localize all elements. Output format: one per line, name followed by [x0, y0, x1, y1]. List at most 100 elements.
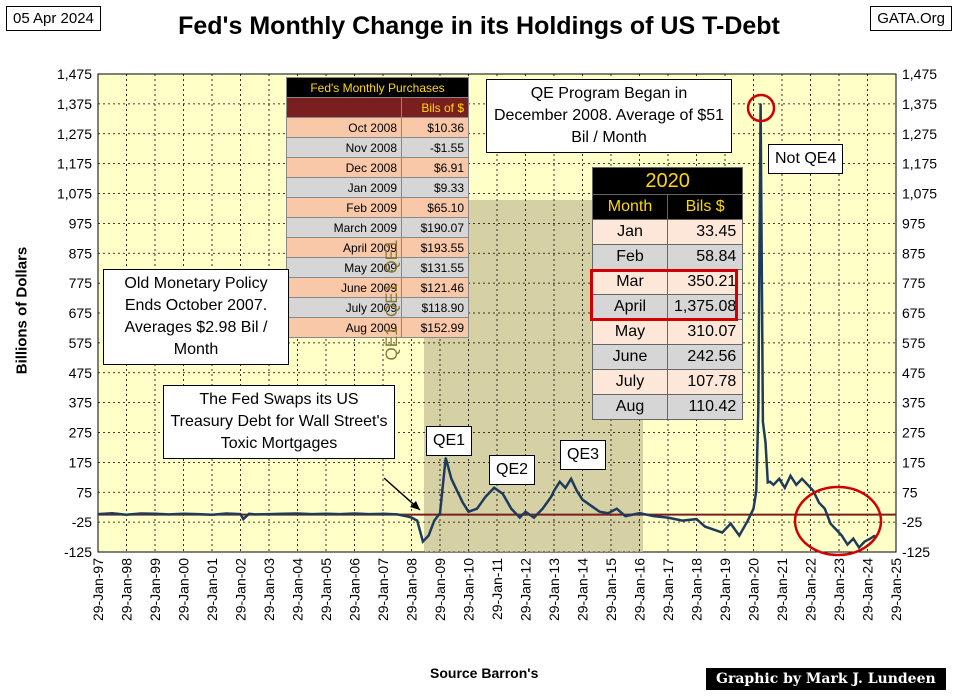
table-2020-month: Jan [592, 219, 668, 245]
x-tick-label: 29-Jan-16 [632, 558, 648, 621]
data-point [863, 540, 866, 543]
y-tick-label: 375 [902, 395, 926, 411]
date-label: 05 Apr 2024 [6, 6, 101, 31]
x-tick-label: 29-Jan-24 [860, 558, 876, 621]
fed-table-row: July 2009 $118.90 [286, 297, 469, 318]
data-point [125, 513, 128, 516]
data-point [681, 519, 684, 522]
note-qe2: QE2 [489, 455, 536, 485]
fed-table-row: Oct 2008 $10.36 [286, 117, 469, 138]
data-point [253, 513, 256, 516]
data-point [239, 513, 242, 515]
table-2020-month: Aug [592, 394, 668, 420]
fed-table-row: Aug 2009 $152.99 [286, 317, 469, 338]
x-tick-label: 29-Jan-00 [176, 558, 192, 621]
table-2020-value: 58.84 [666, 244, 744, 270]
fed-table-row: June 2009 $121.46 [286, 277, 469, 298]
y-tick-label: 575 [902, 335, 926, 351]
x-tick-label: 29-Jan-01 [204, 558, 220, 621]
y-tick-label: 575 [69, 335, 93, 351]
table-2020-row: Jan 33.45 [592, 219, 744, 245]
data-point [759, 103, 762, 105]
x-tick-label: 29-Jan-25 [888, 558, 904, 621]
data-point [211, 513, 213, 516]
x-tick-label: 29-Jan-06 [347, 558, 363, 621]
y-tick-label: 875 [69, 245, 93, 261]
x-tick-label: 29-Jan-19 [717, 558, 733, 621]
data-point [695, 518, 698, 520]
y-tick-label: 875 [902, 245, 926, 261]
table-2020-row: Feb 58.84 [592, 244, 744, 270]
table-2020-value: 107.78 [666, 369, 744, 395]
data-point [729, 522, 732, 525]
fed-table-row: April 2009 $193.55 [286, 237, 469, 258]
data-point [396, 513, 399, 516]
data-point [829, 522, 832, 525]
y-axis-right: 1,475 1,375 1,275 1,175 1,075 975 875 775 675 575… [902, 66, 937, 560]
fed-table-value: $193.55 [401, 237, 469, 258]
fed-table-row: March 2009 $190.07 [286, 217, 469, 238]
note-qe3: QE3 [560, 440, 607, 470]
fed-table-month: May 2009 [286, 257, 402, 278]
data-point [248, 512, 250, 515]
data-point [462, 501, 464, 504]
data-point [339, 513, 342, 515]
fed-table-title: Fed's Monthly Purchases [286, 77, 469, 98]
x-tick-label: 29-Jan-03 [261, 558, 277, 621]
table-2020-row: Aug 110.42 [592, 394, 744, 420]
y-tick-label: 1,175 [57, 156, 92, 172]
data-point [581, 498, 584, 501]
data-point [738, 534, 741, 537]
y-tick-label: 475 [902, 365, 926, 381]
x-tick-label: 29-Jan-04 [290, 558, 306, 621]
x-tick-label: 29-Jan-07 [375, 558, 391, 621]
y-tick-label: 675 [902, 305, 926, 321]
data-point [806, 483, 809, 486]
data-point [410, 516, 413, 519]
data-point [598, 510, 601, 513]
data-point [367, 513, 370, 515]
y-tick-label: 475 [69, 365, 93, 381]
y-tick-label: 775 [902, 275, 926, 291]
fed-table-value: $190.07 [401, 217, 469, 238]
fed-table-units: Bils of $ [401, 97, 469, 118]
data-point [764, 441, 767, 444]
data-point [778, 478, 780, 480]
y-axis-title: Billions of Dollars [13, 246, 31, 375]
table-2020-row: April 1,375.08 [592, 294, 744, 320]
data-point [325, 512, 327, 515]
y-tick-label: 1,275 [902, 126, 937, 142]
data-point [310, 513, 313, 515]
table-2020-month: July [592, 369, 668, 395]
mar-april-highlight [590, 269, 738, 321]
data-point [772, 483, 775, 486]
y-tick-label: 1,275 [57, 126, 92, 142]
fed-table-row: Feb 2009 $65.10 [286, 197, 469, 218]
data-point [801, 478, 803, 480]
recent-highlight-circle [793, 485, 883, 557]
y-tick-label: -125 [64, 544, 92, 560]
data-point [450, 478, 453, 480]
site-label: GATA.Org [870, 6, 952, 31]
table-2020-value: 110.42 [666, 394, 744, 420]
x-tick-label: 29-Jan-97 [90, 558, 106, 621]
data-point [550, 495, 552, 498]
x-tick-label: 29-Jan-08 [404, 558, 420, 621]
table-2020-row: June 242.56 [592, 344, 744, 370]
data-point [721, 531, 723, 534]
y-tick-label: 775 [69, 275, 93, 291]
data-point [590, 504, 592, 507]
table-2020: 2020 Month Bils $ Jan 33.45 Feb 58.84 Mar 350.… [590, 167, 744, 420]
qe1-vertical-label: QE1 QE1 QE1 [382, 239, 401, 361]
table-2020-row: July 107.78 [592, 369, 744, 395]
table-2020-month: Feb [592, 244, 668, 270]
data-point [433, 519, 436, 522]
data-point [823, 507, 826, 510]
data-point [427, 534, 430, 537]
data-point [869, 537, 872, 540]
data-point [841, 534, 843, 537]
data-point [652, 515, 655, 517]
data-point [564, 486, 567, 489]
fed-table-month: Oct 2008 [286, 117, 402, 138]
data-point [624, 515, 627, 517]
